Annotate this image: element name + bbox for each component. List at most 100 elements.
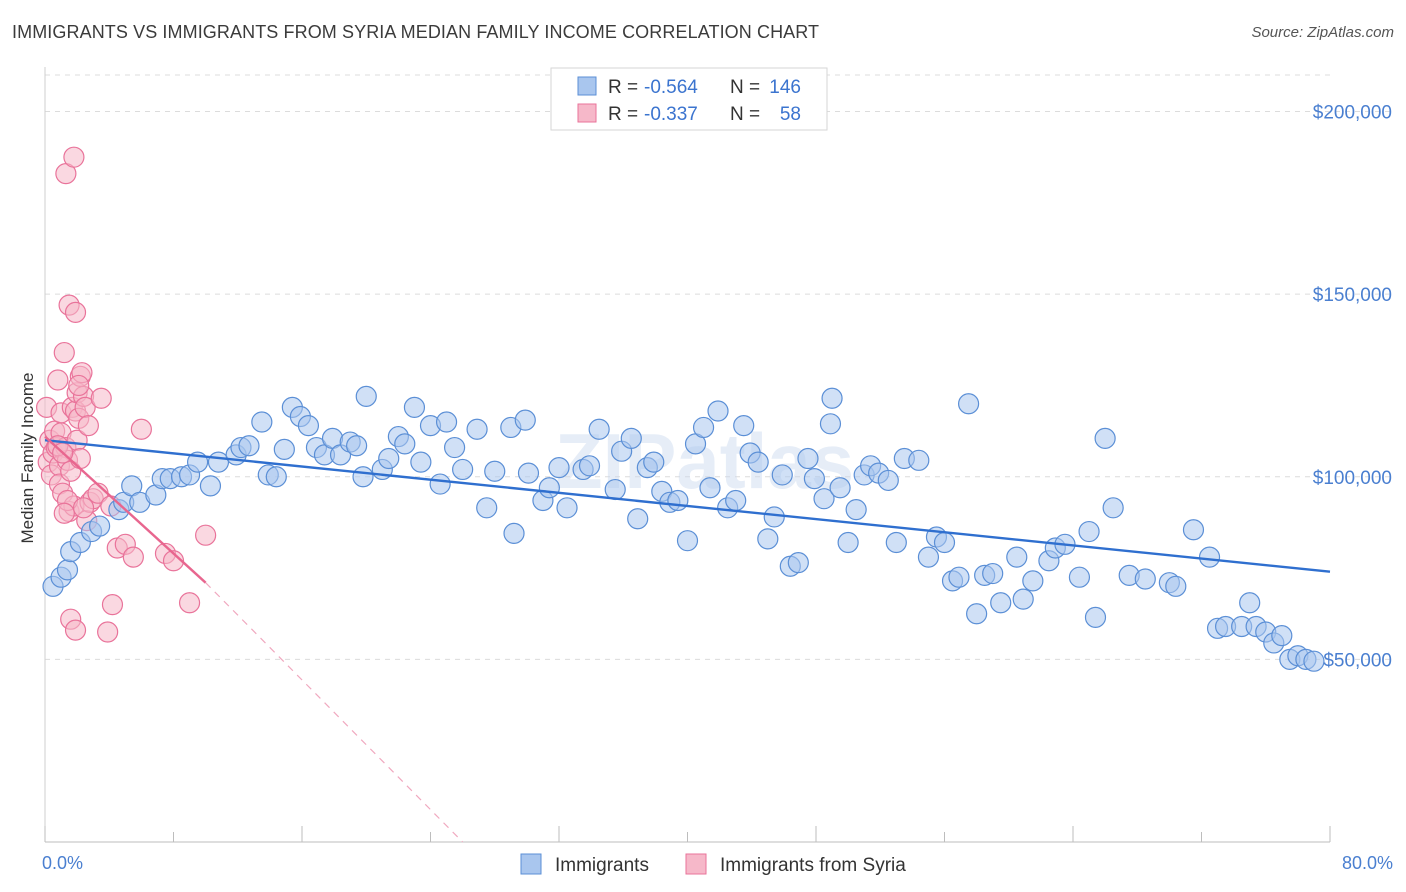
bottom-legend-swatch-syria bbox=[685, 853, 707, 875]
immigrants-point bbox=[819, 413, 842, 435]
bottom-legend: Immigrants Immigrants from Syria bbox=[520, 853, 906, 876]
chart-source: Source: ZipAtlas.com bbox=[1251, 24, 1394, 41]
immigrants-point bbox=[1239, 592, 1261, 614]
legend-r-value-immigrants: -0.564 bbox=[644, 77, 698, 98]
immigrants-point bbox=[517, 462, 540, 484]
immigrants-point bbox=[265, 466, 287, 488]
immigrants-point bbox=[676, 530, 699, 552]
bottom-legend-label-immigrants: Immigrants bbox=[555, 855, 649, 876]
immigrants-point bbox=[990, 592, 1012, 614]
y-axis-title: Median Family Income bbox=[18, 372, 37, 543]
syria-point bbox=[64, 619, 87, 641]
immigrants-point bbox=[747, 451, 769, 473]
immigrants-point bbox=[643, 451, 665, 473]
immigrants-point bbox=[273, 438, 295, 460]
immigrants-point bbox=[733, 415, 755, 437]
syria-trend-line-extension bbox=[205, 582, 464, 843]
immigrants-point bbox=[957, 393, 980, 415]
immigrants-point bbox=[908, 449, 930, 471]
immigrants-point bbox=[588, 418, 610, 440]
syria-point bbox=[68, 374, 90, 397]
y-tick-label: $150,000 bbox=[1313, 285, 1392, 306]
immigrants-point bbox=[297, 415, 320, 437]
legend-swatch-immigrants bbox=[577, 76, 597, 96]
immigrants-point bbox=[699, 477, 721, 499]
legend-background bbox=[550, 67, 828, 131]
y-tick-label: $200,000 bbox=[1313, 103, 1392, 124]
immigrants-point bbox=[378, 447, 400, 470]
immigrants-point bbox=[548, 457, 570, 479]
y-tick-label: $50,000 bbox=[1323, 650, 1392, 671]
syria-point bbox=[53, 502, 75, 524]
syria-point bbox=[47, 369, 69, 391]
legend-n-label: N = bbox=[730, 104, 760, 125]
immigrants-point bbox=[1084, 606, 1107, 628]
immigrants-point bbox=[56, 559, 79, 581]
syria-point bbox=[162, 550, 185, 572]
immigrants-point bbox=[1068, 566, 1091, 588]
syria-point bbox=[53, 341, 75, 364]
x-tick-label-min: 0.0% bbox=[42, 853, 83, 873]
x-axis-ticks bbox=[44, 826, 1331, 842]
immigrants-point bbox=[933, 531, 956, 554]
syria-points bbox=[36, 146, 217, 643]
legend-swatch-syria bbox=[577, 103, 597, 123]
legend-n-value-immigrants: 146 bbox=[769, 77, 801, 98]
immigrants-point bbox=[1078, 520, 1100, 543]
immigrants-point bbox=[667, 489, 689, 512]
immigrants-point bbox=[1182, 519, 1205, 541]
immigrants-point bbox=[346, 435, 368, 457]
immigrants-point bbox=[1012, 588, 1034, 610]
immigrants-point bbox=[1303, 650, 1325, 672]
immigrants-point bbox=[238, 435, 260, 457]
plot-area: ZIPatlas $50,000$100,000$150,000$200,000… bbox=[18, 67, 1393, 873]
immigrants-point bbox=[620, 427, 642, 450]
syria-point bbox=[97, 621, 119, 643]
immigrants-point bbox=[443, 436, 466, 459]
immigrants-point bbox=[352, 466, 374, 488]
immigrants-point bbox=[787, 551, 809, 574]
immigrants-point bbox=[514, 409, 536, 431]
legend-n-label: N = bbox=[730, 77, 760, 98]
syria-point bbox=[122, 546, 144, 568]
immigrants-point bbox=[355, 385, 377, 408]
immigrants-point bbox=[845, 499, 867, 521]
immigrants-point bbox=[1271, 625, 1293, 647]
y-axis-tick-labels: $50,000 $100,000 $150,000 $200,000 bbox=[1313, 103, 1392, 672]
immigrants-point bbox=[429, 473, 451, 495]
legend: R = -0.564 N = 146 R = -0.337 N = 58 bbox=[550, 67, 828, 131]
syria-point bbox=[77, 415, 99, 437]
syria-point bbox=[64, 301, 87, 324]
immigrants-point bbox=[877, 469, 899, 492]
syria-point bbox=[101, 593, 124, 616]
syria-point bbox=[72, 497, 95, 519]
immigrants-point bbox=[813, 488, 835, 510]
immigrants-point bbox=[1198, 546, 1221, 568]
immigrants-point bbox=[757, 528, 779, 550]
syria-point bbox=[130, 418, 152, 440]
immigrants-point bbox=[199, 475, 222, 497]
immigrants-point bbox=[394, 433, 416, 455]
legend-n-value-syria: 58 bbox=[780, 104, 801, 125]
immigrants-point bbox=[966, 603, 988, 625]
immigrants-point bbox=[1165, 575, 1187, 597]
immigrants-point bbox=[207, 451, 230, 473]
immigrants-point bbox=[829, 477, 851, 499]
x-tick-label-max: 80.0% bbox=[1342, 853, 1393, 873]
immigrants-point bbox=[725, 489, 747, 512]
trend-lines bbox=[44, 435, 1331, 843]
immigrants-point bbox=[948, 566, 970, 588]
syria-trend-line bbox=[44, 435, 207, 584]
immigrants-point bbox=[538, 477, 560, 499]
immigrants-point bbox=[1094, 427, 1116, 450]
immigrants-point bbox=[435, 411, 458, 433]
immigrants-point bbox=[627, 508, 649, 530]
immigrants-point bbox=[763, 506, 785, 528]
immigrants-point bbox=[692, 416, 715, 439]
immigrants-point bbox=[556, 497, 578, 519]
immigrants-point bbox=[410, 451, 432, 473]
bottom-legend-swatch-immigrants bbox=[520, 853, 542, 875]
immigrants-point bbox=[452, 458, 474, 481]
immigrants-point bbox=[1006, 546, 1028, 568]
legend-r-label: R = bbox=[608, 77, 638, 98]
